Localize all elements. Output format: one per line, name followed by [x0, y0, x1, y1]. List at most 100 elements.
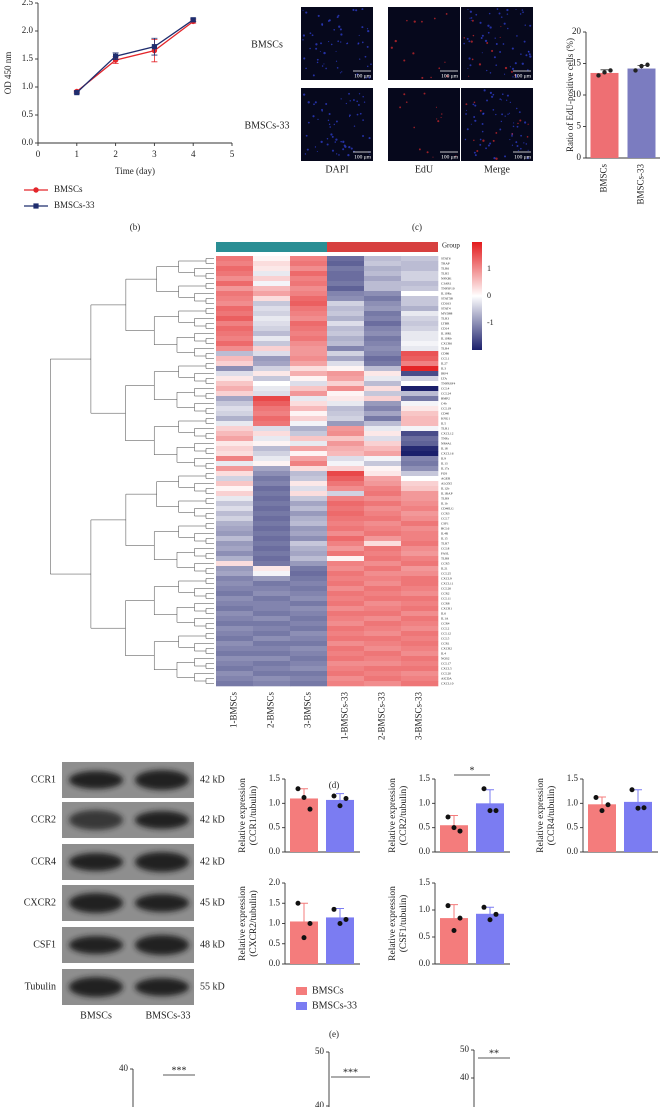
series-line: [76, 20, 194, 92]
heatmap-cell: [364, 406, 402, 412]
cell-dot: [320, 140, 323, 144]
heatmap-cell: [327, 361, 365, 367]
cell-dot: [526, 157, 529, 160]
heatmap-cell: [364, 476, 402, 482]
row-label: CCL12: [441, 631, 451, 635]
heatmap-cell: [401, 421, 439, 427]
cell-dot: [306, 148, 309, 151]
y-tick-label: 50: [460, 1044, 470, 1054]
heatmap-cell: [253, 306, 291, 312]
heatmap-cell: [401, 281, 439, 287]
x-tick-label: BMSCs: [599, 164, 609, 193]
heatmap-cell: [290, 551, 328, 557]
heatmap-cell: [253, 501, 291, 507]
row-label: IL17a: [441, 466, 450, 470]
heatmap-cell: [290, 636, 328, 642]
heatmap-cell: [216, 401, 254, 407]
row-label: TLR1: [441, 426, 449, 430]
cell-dot: [510, 70, 513, 73]
heatmap-cell: [364, 431, 402, 437]
row-label: AICDA: [441, 676, 452, 680]
cell-dot: [438, 67, 441, 70]
heatmap-cell: [401, 296, 439, 302]
cell-dot: [487, 144, 490, 147]
row-label: BMP2: [441, 396, 450, 400]
heatmap-cell: [401, 651, 439, 657]
heatmap-cell: [253, 561, 291, 567]
heatmap-cell: [216, 496, 254, 502]
heatmap-cell: [253, 631, 291, 637]
cell-dot: [326, 143, 329, 146]
row-label: TLR9: [441, 496, 449, 500]
cell-dot: [335, 120, 338, 123]
heatmap-cell: [253, 426, 291, 432]
heatmap-cell: [290, 621, 328, 627]
data-point: [493, 911, 499, 917]
heatmap-cell: [253, 446, 291, 452]
dendrogram-branch: [153, 586, 179, 615]
cell-dot: [518, 111, 521, 114]
heatmap-cell: [364, 426, 402, 432]
cell-dot: [421, 76, 424, 79]
heatmap-cell: [364, 436, 402, 442]
heatmap-cell: [364, 461, 402, 467]
row-label: TLR6: [441, 266, 449, 270]
cell-dot: [499, 36, 501, 38]
cell-dot: [479, 143, 482, 146]
cell-dot: [479, 21, 482, 24]
heatmap-cell: [290, 641, 328, 647]
heatmap-cell: [253, 666, 291, 672]
cell-dot: [525, 143, 528, 145]
heatmap-cell: [401, 271, 439, 277]
row-label: TNFSF10: [441, 286, 455, 290]
row-label: IL15: [441, 536, 448, 540]
cell-dot: [489, 26, 492, 29]
cell-dot: [466, 109, 468, 111]
row-label: BCL6: [441, 526, 450, 530]
heatmap-cell: [253, 526, 291, 532]
cell-dot: [520, 134, 522, 137]
heatmap-cell: [401, 511, 439, 517]
heatmap-cell: [253, 336, 291, 342]
cell-dot: [444, 61, 446, 63]
blot-size: 42 kD: [200, 774, 225, 785]
cell-dot: [478, 63, 482, 66]
heatmap-cell: [290, 581, 328, 587]
heatmap-cell: [216, 396, 254, 402]
heatmap-cell: [290, 446, 328, 452]
cell-dot: [483, 89, 486, 92]
heatmap-cell: [364, 396, 402, 402]
cell-dot: [529, 55, 532, 58]
dendrogram-branch: [178, 475, 206, 488]
cell-dot: [313, 103, 315, 106]
cell-dot: [482, 112, 485, 115]
cell-dot: [421, 20, 423, 23]
heatmap-cell: [290, 606, 328, 612]
cell-dot: [317, 14, 320, 17]
heatmap-cell: [327, 516, 365, 522]
series-line: [76, 19, 194, 94]
cell-dot: [321, 23, 324, 26]
data-point: [307, 806, 313, 812]
cell-dot: [304, 153, 307, 155]
cell-dot: [507, 27, 509, 30]
heatmap-cell: [216, 546, 254, 552]
heatmap-cell: [327, 396, 365, 402]
cell-dot: [474, 119, 477, 122]
heatmap-cell: [253, 266, 291, 272]
heatmap-cell: [401, 406, 439, 412]
row-label: CXCR6: [441, 341, 452, 345]
heatmap-cell: [216, 676, 254, 682]
cell-dot: [307, 121, 310, 124]
heatmap-cell: [327, 566, 365, 572]
heatmap-cell: [401, 431, 439, 437]
cell-dot: [488, 12, 491, 15]
heatmap-cell: [253, 396, 291, 402]
data-point: [493, 808, 499, 814]
heatmap-cell: [401, 351, 439, 357]
cell-dot: [498, 12, 501, 15]
heatmap-cell: [216, 651, 254, 657]
heatmap-cell: [253, 346, 291, 352]
heatmap-cell: [216, 321, 254, 327]
data-point: [337, 921, 343, 926]
